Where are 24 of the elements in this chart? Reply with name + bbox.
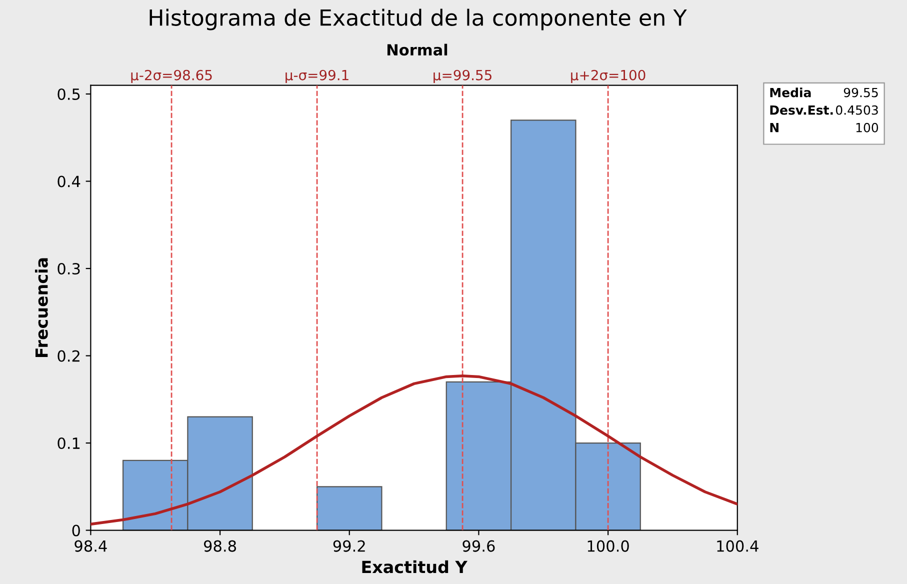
- text: Desv.Est. 0.4503: [770, 105, 878, 115]
- x-tick-label: 98.8: [204, 540, 236, 552]
- y-tick-label: 0: [72, 524, 80, 536]
- x-tick-label: 99.6: [462, 540, 495, 552]
- y-tick-label: 0.4: [58, 176, 80, 188]
- x-tick-label: 98.4: [74, 540, 107, 552]
- chart-subtitle: Normal: [387, 44, 448, 56]
- text: Media 99.55: [770, 88, 878, 98]
- y-tick-label: 0.5: [58, 88, 80, 100]
- ref-line-label: μ=99.55: [434, 70, 492, 84]
- ref-line-label: μ-2σ=98.65: [131, 70, 212, 84]
- x-axis-title: Exactitud Y: [362, 560, 468, 574]
- text: N 100: [770, 122, 878, 132]
- x-tick-label: 100.0: [588, 540, 629, 552]
- y-axis-title: Frecuencia: [34, 258, 48, 358]
- ref-line-label: μ+2σ=100: [571, 70, 646, 84]
- chart-title: Histograma de Exactitud de la componente en Y: [150, 8, 687, 30]
- x-tick-label: 99.2: [333, 540, 365, 552]
- line-series: [90, 374, 738, 526]
- x-tick-label: 100.4: [717, 540, 758, 552]
- ref-line-label: μ-σ=99.1: [286, 70, 348, 84]
- y-tick-label: 0.3: [58, 262, 80, 275]
- y-tick-label: 0.2: [58, 350, 80, 362]
- y-tick-label: 0.1: [58, 437, 80, 450]
